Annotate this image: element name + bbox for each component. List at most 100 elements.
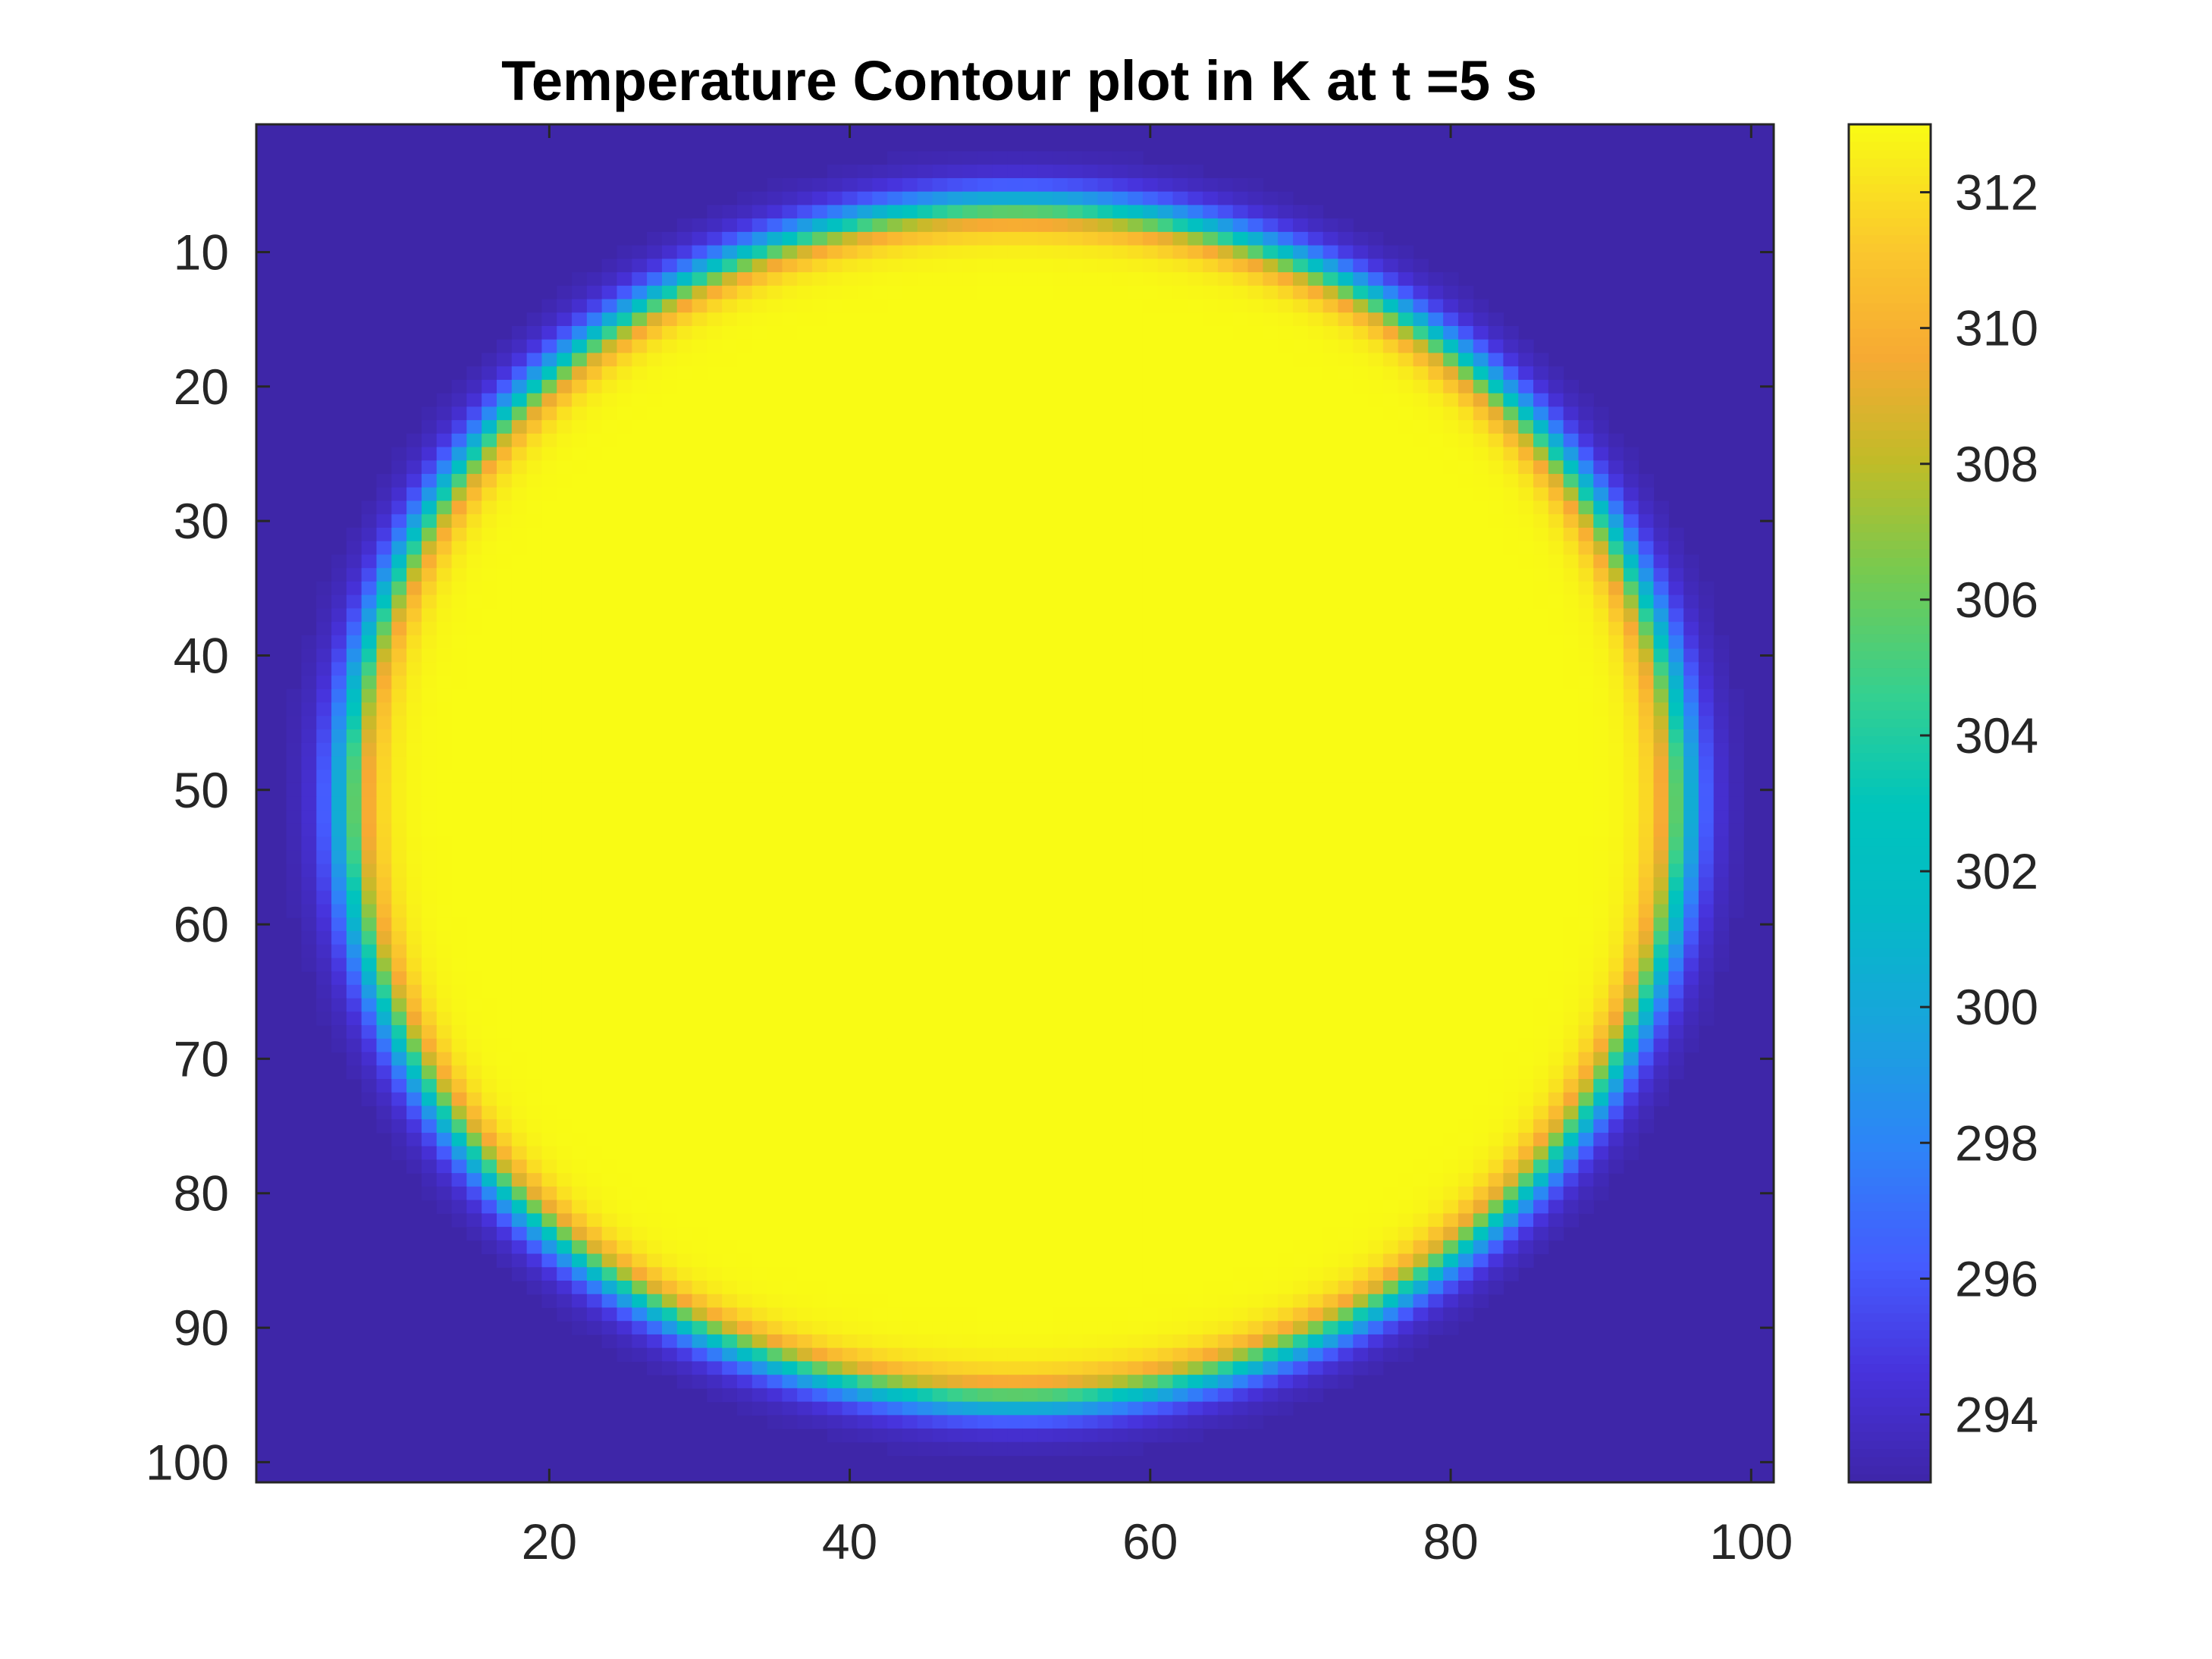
heatmap-cell xyxy=(1578,930,1594,946)
heatmap-cell xyxy=(736,339,753,354)
heatmap-cell xyxy=(797,917,813,932)
heatmap-cell xyxy=(902,850,918,864)
heatmap-cell xyxy=(557,836,573,851)
heatmap-cell xyxy=(842,770,858,784)
heatmap-cell xyxy=(1413,594,1429,609)
heatmap-cell xyxy=(1217,568,1234,582)
heatmap-cell xyxy=(647,622,663,636)
heatmap-cell xyxy=(1382,850,1399,864)
heatmap-cell xyxy=(1443,541,1459,556)
heatmap-cell xyxy=(1428,823,1444,838)
heatmap-cell xyxy=(1653,796,1669,811)
heatmap-cell xyxy=(857,353,873,367)
heatmap-cell xyxy=(962,259,978,273)
heatmap-cell xyxy=(902,716,918,730)
heatmap-cell xyxy=(1488,514,1504,528)
heatmap-cell xyxy=(632,406,648,421)
heatmap-cell xyxy=(572,688,588,704)
heatmap-cell xyxy=(647,850,663,864)
heatmap-cell xyxy=(1623,447,1639,461)
heatmap-cell xyxy=(1203,890,1219,905)
heatmap-cell xyxy=(466,420,482,434)
heatmap-cell xyxy=(947,191,963,205)
heatmap-cell xyxy=(1293,460,1309,475)
heatmap-cell xyxy=(617,581,632,596)
heatmap-cell xyxy=(647,460,663,475)
heatmap-cell xyxy=(947,782,963,798)
heatmap-cell xyxy=(692,782,708,798)
heatmap-cell xyxy=(1353,688,1369,704)
heatmap-cell xyxy=(977,500,993,515)
heatmap-cell xyxy=(1053,447,1068,461)
heatmap-cell xyxy=(361,554,378,569)
heatmap-cell xyxy=(1368,379,1384,394)
heatmap-cell xyxy=(1353,662,1369,676)
heatmap-cell xyxy=(1293,971,1309,986)
heatmap-cell xyxy=(692,944,708,959)
heatmap-cell xyxy=(812,205,828,219)
heatmap-cell xyxy=(301,890,317,905)
heatmap-cell xyxy=(1082,756,1099,770)
heatmap-cell xyxy=(1232,272,1249,287)
heatmap-cell xyxy=(526,541,543,556)
heatmap-cell xyxy=(676,648,693,663)
heatmap-cell xyxy=(1203,823,1219,838)
heatmap-cell xyxy=(751,581,768,596)
heatmap-cell xyxy=(572,958,588,972)
heatmap-cell xyxy=(436,460,453,475)
heatmap-cell xyxy=(451,729,467,744)
heatmap-cell xyxy=(842,406,858,421)
heatmap-cell xyxy=(1022,191,1038,205)
heatmap-cell xyxy=(1247,205,1263,219)
heatmap-cell xyxy=(917,379,933,394)
heatmap-cell xyxy=(617,622,632,636)
heatmap-cell xyxy=(557,729,573,744)
heatmap-cell xyxy=(707,353,723,367)
heatmap-cell xyxy=(977,353,993,367)
heatmap-cell xyxy=(1142,447,1159,461)
heatmap-cell xyxy=(1022,823,1038,838)
heatmap-cell xyxy=(872,823,888,838)
heatmap-cell xyxy=(962,447,978,461)
heatmap-cell xyxy=(1653,622,1669,636)
heatmap-cell xyxy=(797,420,813,434)
heatmap-cell xyxy=(647,716,663,730)
heatmap-cell xyxy=(1382,325,1399,340)
heatmap-cell xyxy=(857,165,873,179)
heatmap-cell xyxy=(482,756,497,770)
heatmap-cell xyxy=(1322,285,1339,300)
heatmap-cell xyxy=(316,648,332,663)
heatmap-cell xyxy=(1053,770,1068,784)
heatmap-cell xyxy=(902,581,918,596)
heatmap-cell xyxy=(1307,864,1324,878)
heatmap-cell xyxy=(1067,635,1084,650)
heatmap-cell xyxy=(1172,594,1188,609)
heatmap-cell xyxy=(1263,447,1279,461)
heatmap-cell xyxy=(601,272,618,287)
heatmap-cell xyxy=(887,850,903,864)
heatmap-cell xyxy=(661,353,678,367)
heatmap-cell xyxy=(1503,676,1519,690)
heatmap-cell xyxy=(406,958,422,972)
heatmap-cell xyxy=(361,702,378,717)
heatmap-cell xyxy=(541,864,557,878)
heatmap-cell xyxy=(482,796,497,811)
heatmap-cell xyxy=(962,702,978,717)
heatmap-cell xyxy=(526,836,543,851)
heatmap-cell xyxy=(797,688,813,704)
heatmap-cell xyxy=(1082,716,1099,730)
heatmap-cell xyxy=(316,810,332,824)
heatmap-cell xyxy=(872,810,888,824)
heatmap-cell xyxy=(1457,353,1474,367)
heatmap-cell xyxy=(947,770,963,784)
heatmap-cell xyxy=(1157,339,1174,354)
heatmap-cell xyxy=(1413,917,1429,932)
heatmap-cell xyxy=(1278,299,1294,313)
heatmap-cell xyxy=(331,729,347,744)
heatmap-cell xyxy=(541,944,557,959)
heatmap-cell xyxy=(421,500,438,515)
heatmap-cell xyxy=(526,527,543,542)
heatmap-cell xyxy=(857,904,873,918)
heatmap-cell xyxy=(496,581,513,596)
heatmap-cell xyxy=(1247,782,1263,798)
